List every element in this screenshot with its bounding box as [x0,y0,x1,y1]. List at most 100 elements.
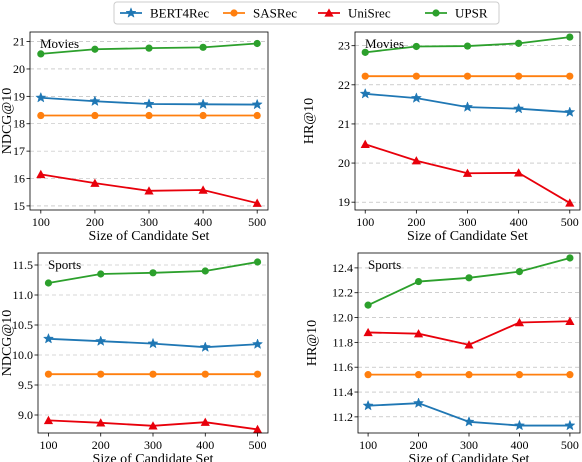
y-tick-label: 23 [338,39,350,53]
data-point [515,72,523,80]
legend-entry-upsr: UPSR [425,6,488,21]
y-tick-label: 9.5 [18,378,33,392]
data-point [253,258,262,266]
y-tick-label: 22 [338,78,350,92]
data-point [565,198,575,207]
y-tick-label: 10.5 [12,318,33,332]
data-point [91,111,99,120]
chart-panel-4: 11.2 11.4 11.6 11.8 12.0 12.2 12.4 100 200 300 400… [305,252,581,462]
data-point [360,139,370,148]
data-point [145,111,153,120]
legend-marker [230,9,238,17]
x-tick-label: 300 [144,438,162,452]
legend-label: SASRec [253,6,297,21]
data-point [149,269,157,277]
chart-panel-2: 19 20 21 22 23 100 200 300 400 500 Movies Size of C… [302,31,581,244]
data-point [43,415,54,425]
data-point [566,254,574,262]
data-point [144,186,154,195]
legend-entry-unisrec: UniSrec [318,6,391,21]
y-tick-label: 12.2 [332,286,353,300]
panel-label: Sports [48,257,81,272]
data-point [566,371,574,379]
legend-entry-sasrec: SASRec [223,6,297,21]
data-point [463,415,475,427]
data-point [361,48,369,56]
chart-panel-1: 15 16 17 18 19 20 21 100 200 300 400 500 Movies Size … [0,31,269,244]
data-point [145,44,153,52]
data-point [143,98,155,109]
chart-panels: 15 16 17 18 19 20 21 100 200 300 400 500 Movies Size … [0,31,581,462]
data-point [90,178,100,187]
y-tick-label: 11.4 [332,385,353,399]
y-tick-label: 19 [13,89,25,103]
panel-label: Movies [40,36,79,51]
data-point [564,106,576,117]
y-axis-label: HR@10 [305,320,320,366]
data-point [42,332,55,344]
series-sasrec [364,371,574,379]
data-point [463,42,472,50]
x-tick-label: 500 [561,215,579,229]
x-tick-label: 100 [32,215,50,229]
data-point [515,39,523,47]
data-point [566,33,574,41]
data-point [201,370,209,378]
y-axis-label: NDCG@10 [0,88,15,155]
data-point [199,43,207,51]
legend-label: UniSrec [348,6,391,21]
y-tick-label: 12.0 [332,311,353,325]
data-point [97,370,105,378]
series-unisrec [363,316,575,349]
y-axis-label: HR@10 [302,98,317,144]
x-tick-label: 500 [249,438,267,452]
y-tick-label: 10.0 [12,348,33,362]
data-point [149,370,157,378]
data-point [36,169,46,179]
data-point [465,274,473,282]
data-point [566,72,574,80]
legend: BERT4Rec SASRec UniSrec UPSR [113,1,500,25]
data-point [91,45,99,53]
data-point [363,327,373,337]
data-point [564,419,576,431]
x-tick-label: 200 [410,438,428,452]
data-point [148,421,158,430]
data-point [37,111,45,120]
data-point [197,98,209,110]
y-tick-label: 11.8 [332,335,353,349]
x-tick-label: 500 [248,215,266,229]
data-point [461,101,474,112]
data-point [201,267,209,275]
data-point [361,72,369,80]
plot-frame [357,252,581,434]
y-tick-label: 15 [13,199,25,213]
data-point [253,370,262,378]
data-point [364,371,372,379]
series-upsr [364,254,574,309]
y-tick-label: 20 [13,62,25,76]
legend-label: UPSR [455,6,488,21]
series-sasrec [361,72,574,80]
series-unisrec [36,169,262,207]
y-tick-label: 16 [13,172,25,186]
series-unisrec [43,415,263,434]
data-point [37,50,45,58]
data-point [414,277,423,286]
x-tick-label: 300 [459,215,477,229]
series-unisrec [360,139,575,207]
legend-marker [125,7,137,18]
series-upsr [44,258,262,287]
data-point [465,371,473,379]
data-point [251,98,263,110]
plot-frame [29,31,269,211]
x-tick-label: 400 [510,215,528,229]
plot-frame [354,31,581,211]
y-tick-label: 11.5 [12,258,33,272]
y-tick-label: 21 [13,35,25,49]
data-point [515,268,524,276]
series-bert4rec [35,91,263,110]
data-point [97,270,105,278]
data-point [200,417,210,426]
